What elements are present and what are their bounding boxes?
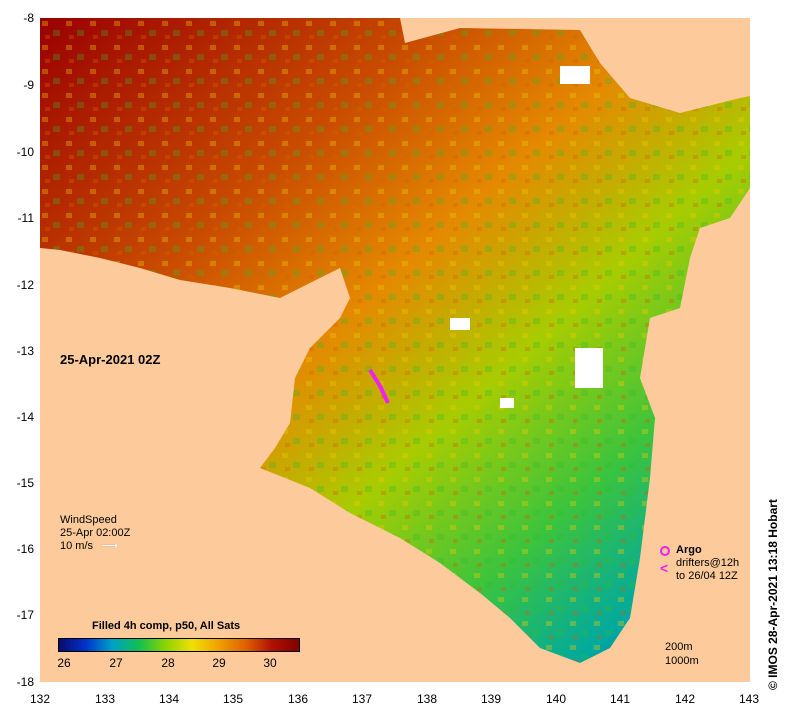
lon-tick-label: 135 xyxy=(222,692,244,706)
bathy-1000m: 1000m xyxy=(665,655,699,667)
credit-text: © IMOS 28-Apr-2021 13:18 Hobart xyxy=(766,499,780,690)
wind-legend-scale: 10 m/s ⟶ xyxy=(60,540,130,553)
date-label: 25-Apr-2021 02Z xyxy=(60,352,161,367)
lon-tick-label: 138 xyxy=(416,692,438,706)
wind-legend: WindSpeed 25-Apr 02:00Z 10 m/s ⟶ xyxy=(60,514,130,553)
sst-map-canvas xyxy=(40,18,750,682)
cloud-gap xyxy=(450,318,470,330)
lat-tick-label: -8 xyxy=(23,11,34,25)
lat-tick-label: -17 xyxy=(16,608,34,622)
wind-legend-speed: 10 m/s xyxy=(60,540,94,552)
lat-tick-label: -18 xyxy=(16,675,34,689)
lon-tick-label: 142 xyxy=(674,692,696,706)
drifters-label: drifters@12h xyxy=(676,557,740,569)
lon-tick-label: 133 xyxy=(94,692,116,706)
drifter-track xyxy=(368,368,390,404)
bathymetry-legend: 200m 1000m xyxy=(665,640,699,668)
lat-tick-label: -11 xyxy=(17,211,34,225)
lon-tick-label: 134 xyxy=(158,692,180,706)
lat-tick-label: -9 xyxy=(23,78,34,92)
lat-tick-label: -16 xyxy=(16,542,34,556)
bathy-200m: 200m xyxy=(665,641,693,653)
cloud-gap xyxy=(575,348,603,388)
lat-tick-label: -15 xyxy=(16,476,34,490)
lat-tick-label: -10 xyxy=(16,145,34,159)
colorbar-label: 28 xyxy=(161,656,175,670)
lon-tick-label: 137 xyxy=(351,692,373,706)
drifters-period: to 26/04 12Z xyxy=(676,570,738,582)
ocean-texture xyxy=(40,18,750,663)
lon-tick-label: 141 xyxy=(609,692,631,706)
wind-legend-time: 25-Apr 02:00Z xyxy=(60,527,131,539)
lon-tick-label: 140 xyxy=(545,692,567,706)
lat-tick-label: -14 xyxy=(16,410,34,424)
argo-dot-icon xyxy=(660,546,670,556)
colorbar-label: 27 xyxy=(109,656,123,670)
colorbar-label: 29 xyxy=(212,656,226,670)
lon-tick-label: 143 xyxy=(738,692,760,706)
lat-tick-label: -12 xyxy=(16,278,34,292)
lon-tick-label: 132 xyxy=(29,692,51,706)
sst-map xyxy=(40,18,750,682)
cloud-gap xyxy=(560,66,590,84)
colorbar-title: Filled 4h comp, p50, All Sats xyxy=(92,620,241,632)
drifter-arrow-icon: < xyxy=(660,560,669,576)
wind-legend-title: WindSpeed xyxy=(60,514,117,526)
argo-label: Argo xyxy=(676,544,702,556)
lon-tick-label: 139 xyxy=(480,692,502,706)
lon-tick-label: 136 xyxy=(287,692,309,706)
wind-arrow-icon: ⟶ xyxy=(102,540,118,552)
colorbar xyxy=(58,638,300,652)
lat-tick-label: -13 xyxy=(16,344,34,358)
colorbar-label: 26 xyxy=(57,656,71,670)
cloud-gap xyxy=(500,398,514,408)
colorbar-label: 30 xyxy=(263,656,277,670)
